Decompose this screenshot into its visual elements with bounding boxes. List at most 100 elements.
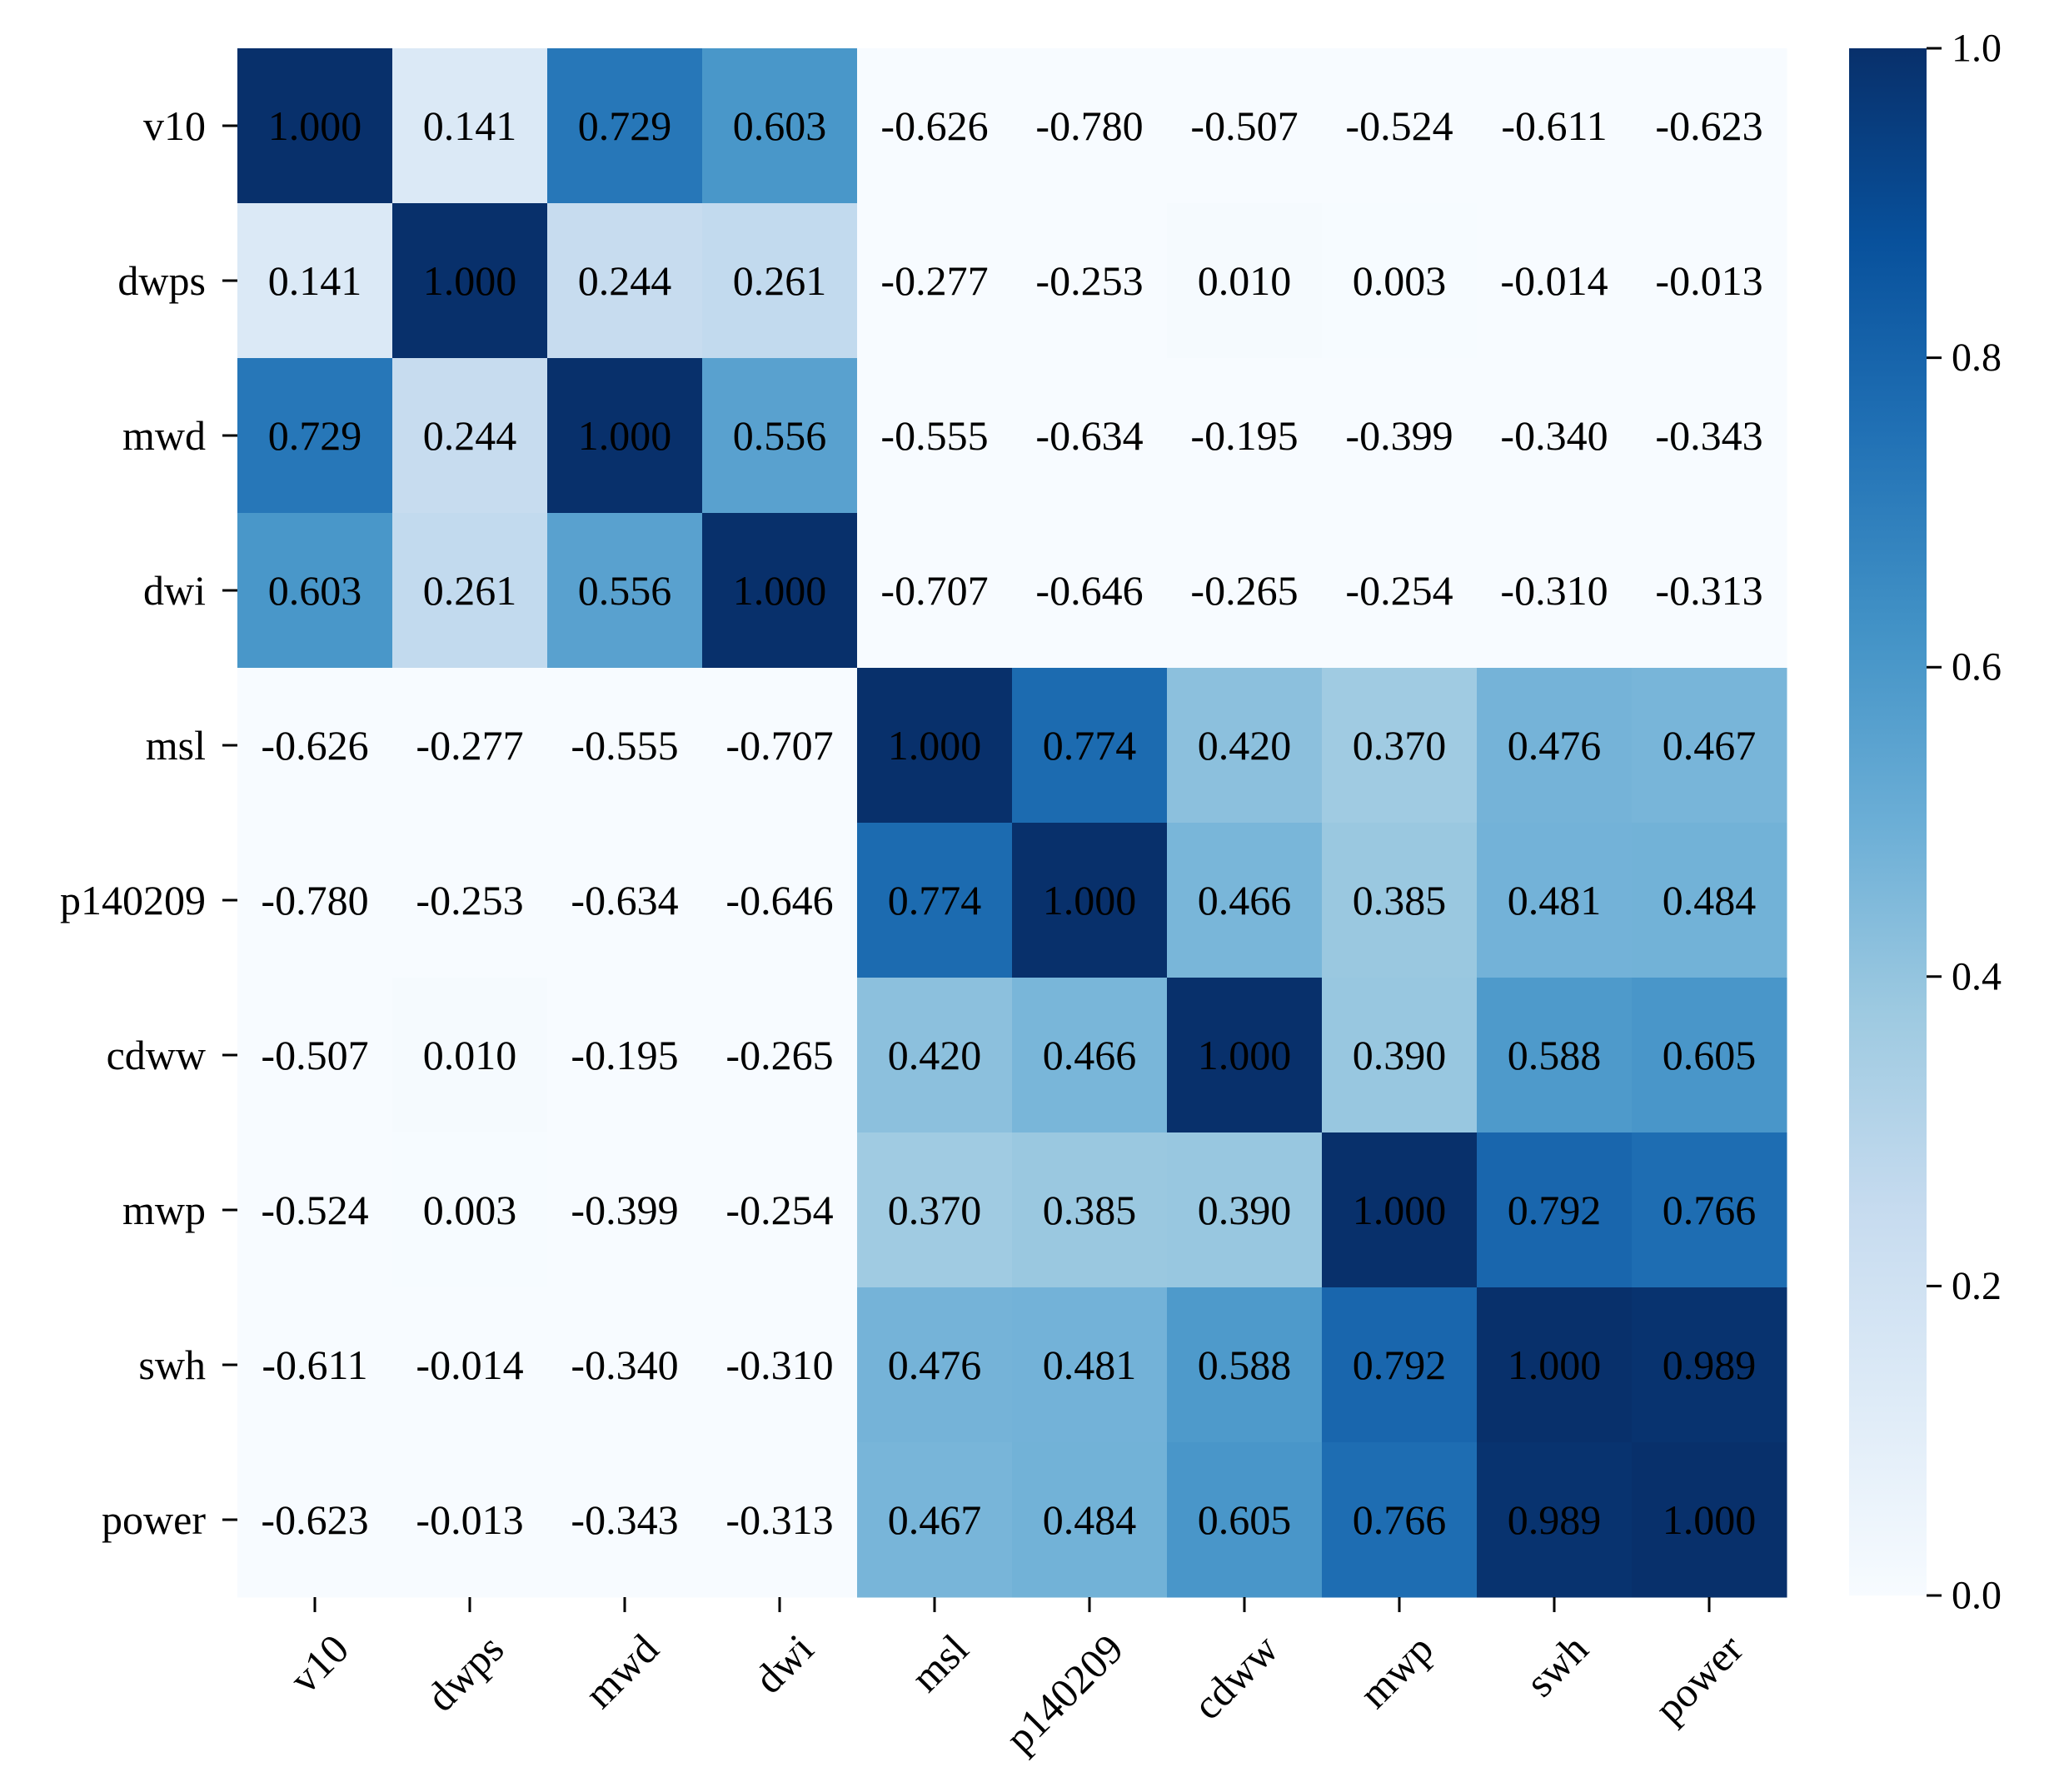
colorbar-gradient [1849,48,1927,1595]
cell-label-mwd-dwps: 0.244 [423,412,517,459]
cell-mwd-swh [1477,358,1633,514]
cell-msl-dwi [702,668,858,824]
cell-dwps-power [1632,203,1787,359]
cell-label-dwps-power: -0.013 [1655,257,1762,304]
cell-p140209-p140209 [1012,823,1168,978]
cell-v10-mwd [547,48,703,204]
cell-label-msl-msl: 1.000 [888,722,982,769]
cell-label-mwd-p140209: -0.634 [1035,412,1143,459]
cell-cdww-cdww [1167,978,1323,1133]
cell-label-p140209-mwd: -0.634 [571,877,678,923]
heatmap-cells [237,48,1787,1598]
y-tick-label-msl: msl [146,722,206,769]
cell-label-cdww-msl: 0.420 [888,1032,982,1078]
cell-v10-dwps [392,48,548,204]
cell-label-dwi-msl: -0.707 [880,567,988,614]
cell-cdww-mwd [547,978,703,1133]
cell-dwi-dwps [392,513,548,669]
cell-msl-msl [857,668,1013,824]
cell-label-mwp-dwi: -0.254 [725,1187,833,1233]
cell-mwd-dwi [702,358,858,514]
cell-p140209-mwd [547,823,703,978]
x-tick-label-v10: v10 [281,1625,358,1703]
colorbar-tick-label-0.4: 0.4 [1952,954,2002,998]
cell-p140209-swh [1477,823,1633,978]
cell-swh-mwp [1322,1287,1478,1443]
cell-label-dwps-p140209: -0.253 [1035,257,1143,304]
cell-label-dwi-swh: -0.310 [1500,567,1608,614]
cell-label-swh-v10: -0.611 [262,1342,367,1388]
cell-label-mwd-mwd: 1.000 [578,412,672,459]
cell-label-cdww-dwps: 0.010 [423,1032,517,1078]
cell-label-swh-cdww: 0.588 [1198,1342,1292,1388]
cell-dwi-p140209 [1012,513,1168,669]
y-tick-label-power: power [102,1496,206,1543]
cell-label-msl-p140209: 0.774 [1043,722,1137,769]
cell-power-msl [857,1442,1013,1598]
cell-label-mwp-power: 0.766 [1663,1187,1757,1233]
cell-swh-cdww [1167,1287,1323,1443]
cell-label-v10-p140209: -0.780 [1035,102,1143,149]
cell-label-v10-power: -0.623 [1655,102,1762,149]
cell-mwp-msl [857,1132,1013,1288]
y-tick-label-dwi: dwi [143,567,206,614]
cell-label-power-cdww: 0.605 [1198,1496,1292,1543]
cell-mwp-dwi [702,1132,858,1288]
colorbar-tick-label-1.0: 1.0 [1952,27,2002,71]
cell-dwps-v10 [237,203,393,359]
x-tick-label-cdww: cdww [1184,1625,1287,1729]
cell-label-cdww-dwi: -0.265 [725,1032,833,1078]
cell-dwps-mwp [1322,203,1478,359]
cell-label-v10-swh: -0.611 [1501,102,1607,149]
x-tick-label-swh: swh [1517,1625,1598,1706]
y-tick-label-cdww: cdww [107,1032,206,1078]
cell-cdww-swh [1477,978,1633,1133]
cell-label-dwi-p140209: -0.646 [1035,567,1143,614]
cell-label-msl-dwps: -0.277 [416,722,523,769]
cell-v10-mwp [1322,48,1478,204]
cell-label-power-power: 1.000 [1663,1496,1757,1543]
cell-label-power-mwp: 0.766 [1353,1496,1447,1543]
x-tick-label-dwi: dwi [745,1625,823,1703]
cell-label-cdww-mwd: -0.195 [571,1032,678,1078]
cell-mwp-power [1632,1132,1787,1288]
cell-label-cdww-p140209: 0.466 [1043,1032,1137,1078]
cell-power-mwd [547,1442,703,1598]
x-axis: v10 dwps mwd dwi msl p140209 cdww mwp swh power [281,1597,1752,1761]
cell-label-msl-mwp: 0.370 [1353,722,1447,769]
cell-v10-p140209 [1012,48,1168,204]
cell-label-mwd-cdww: -0.195 [1190,412,1298,459]
cell-label-swh-dwps: -0.014 [416,1342,523,1388]
cell-dwi-mwp [1322,513,1478,669]
cell-label-dwi-mwp: -0.254 [1345,567,1453,614]
cell-label-mwp-cdww: 0.390 [1198,1187,1292,1233]
y-tick-label-mwd: mwd [122,412,206,459]
cell-power-cdww [1167,1442,1323,1598]
cell-dwps-p140209 [1012,203,1168,359]
cell-label-power-dwi: -0.313 [725,1496,833,1543]
cell-swh-dwps [392,1287,548,1443]
cell-label-swh-mwd: -0.340 [571,1342,678,1388]
cell-label-dwps-dwi: 0.261 [733,257,827,304]
cell-label-dwi-power: -0.313 [1655,567,1762,614]
cell-mwd-power [1632,358,1787,514]
cell-msl-swh [1477,668,1633,824]
cell-dwps-dwi [702,203,858,359]
x-tick-label-power: power [1645,1625,1752,1731]
cell-dwps-msl [857,203,1013,359]
y-tick-label-mwp: mwp [122,1187,206,1233]
cell-label-p140209-swh: 0.481 [1508,877,1602,923]
cell-label-swh-msl: 0.476 [888,1342,982,1388]
cell-label-power-v10: -0.623 [261,1496,368,1543]
colorbar-tick-label-0.2: 0.2 [1952,1264,2002,1308]
cell-label-cdww-power: 0.605 [1663,1032,1757,1078]
cell-p140209-v10 [237,823,393,978]
cell-msl-p140209 [1012,668,1168,824]
cell-label-p140209-msl: 0.774 [888,877,982,923]
cell-mwp-cdww [1167,1132,1323,1288]
cell-msl-power [1632,668,1787,824]
cell-power-swh [1477,1442,1633,1598]
cell-p140209-cdww [1167,823,1323,978]
cell-mwp-p140209 [1012,1132,1168,1288]
